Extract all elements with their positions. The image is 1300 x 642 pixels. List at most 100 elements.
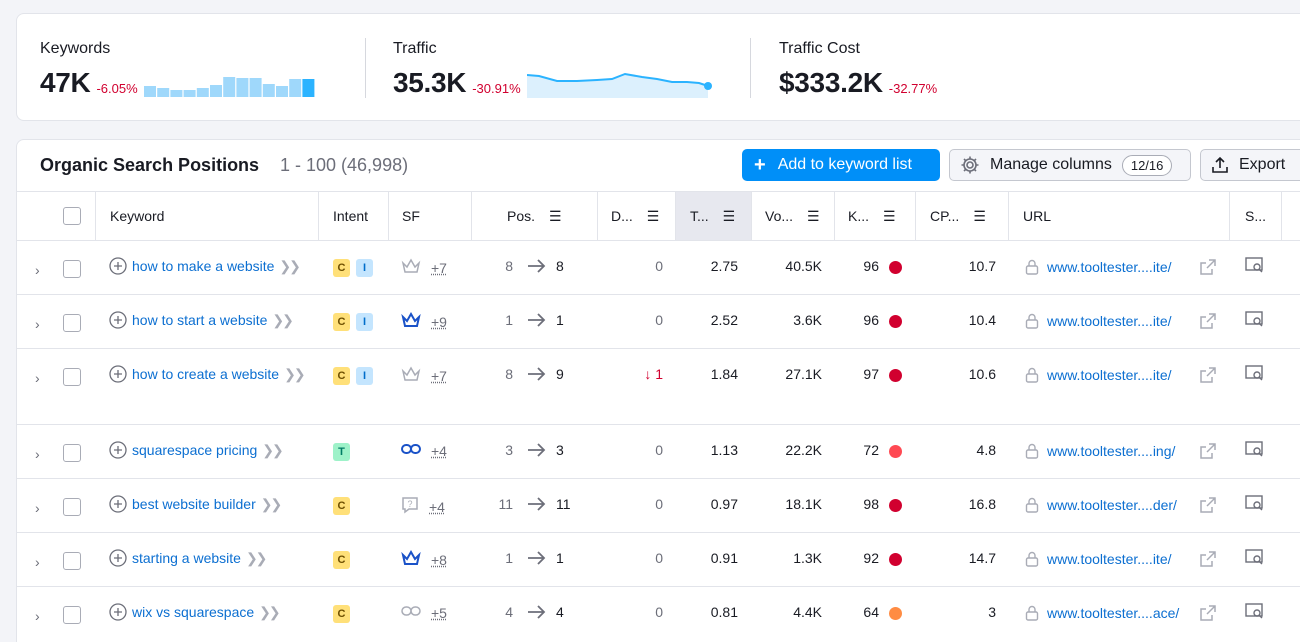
keyword-link[interactable]: best website builder ❯❯ [132,493,283,516]
table-row[interactable]: › starting a website ❯❯ C +8 1 1 0 0.91 1.3K 9… [17,532,1300,586]
keyword-cell[interactable]: how to create a website ❯❯ [109,363,309,386]
header-volume[interactable]: Vo... ☰ [765,192,820,240]
expand-chevron-icon[interactable]: › [35,446,40,462]
keyword-cell[interactable]: how to make a website ❯❯ [109,255,309,278]
row-checkbox[interactable] [63,314,81,332]
serp-features[interactable]: ? +4 [401,496,445,517]
double-chevron-icon[interactable]: ❯❯ [259,604,281,620]
double-chevron-icon[interactable]: ❯❯ [260,496,283,512]
manage-columns-button[interactable]: Manage columns 12/16 [949,149,1191,181]
table-row[interactable]: › squarespace pricing ❯❯ T +4 3 3 0 1.13 22.2… [17,424,1300,478]
external-link-icon[interactable] [1199,442,1217,460]
traffic-metric[interactable]: Traffic 35.3K -30.91% [393,40,713,98]
sf-more-link[interactable]: +4 [431,442,447,459]
serp-snapshot-icon[interactable] [1245,549,1265,567]
sf-more-link[interactable]: +9 [431,313,447,330]
keyword-link[interactable]: how to make a website ❯❯ [132,255,301,278]
keyword-cell[interactable]: best website builder ❯❯ [109,493,309,516]
external-link-icon[interactable] [1199,496,1217,514]
expand-chevron-icon[interactable]: › [35,500,40,516]
url-cell[interactable]: www.tooltester....ace/ [1025,605,1179,621]
header-diff[interactable]: D... ☰ [611,192,659,240]
keyword-cell[interactable]: wix vs squarespace ❯❯ [109,601,309,624]
url-cell[interactable]: www.tooltester....ite/ [1025,259,1172,275]
serp-snapshot-icon[interactable] [1245,441,1265,459]
url-link[interactable]: www.tooltester....ite/ [1047,313,1172,329]
expand-chevron-icon[interactable]: › [35,262,40,278]
keyword-cell[interactable]: starting a website ❯❯ [109,547,309,570]
external-link-icon[interactable] [1199,258,1217,276]
url-cell[interactable]: www.tooltester....ite/ [1025,313,1172,329]
expand-chevron-icon[interactable]: › [35,316,40,332]
add-circle-icon[interactable] [109,311,127,329]
serp-features[interactable]: +7 [401,258,447,277]
header-url[interactable]: URL [1023,208,1052,224]
serp-features[interactable]: +7 [401,366,447,385]
keyword-cell[interactable]: how to start a website ❯❯ [109,309,309,332]
serp-features[interactable]: +4 [401,442,447,459]
sf-more-link[interactable]: +7 [431,259,447,276]
external-link-icon[interactable] [1199,312,1217,330]
url-cell[interactable]: www.tooltester....ing/ [1025,443,1175,459]
url-link[interactable]: www.tooltester....ace/ [1047,605,1180,621]
double-chevron-icon[interactable]: ❯❯ [245,550,268,566]
keyword-link[interactable]: how to start a website ❯❯ [132,309,294,332]
serp-features[interactable]: +8 [401,549,447,569]
row-checkbox[interactable] [63,606,81,624]
url-link[interactable]: www.tooltester....ing/ [1047,443,1176,459]
serp-snapshot-icon[interactable] [1245,495,1265,513]
header-serp[interactable]: S... [1245,208,1267,224]
header-intent[interactable]: Intent [333,208,369,224]
intent-badge[interactable]: I [356,367,373,385]
header-cpc[interactable]: CP... ☰ [930,192,986,240]
intent-badge[interactable]: C [333,313,350,331]
serp-snapshot-icon[interactable] [1245,257,1265,275]
keyword-link[interactable]: squarespace pricing ❯❯ [132,439,284,462]
export-button[interactable]: Export [1200,149,1300,181]
serp-snapshot-icon[interactable] [1245,311,1265,329]
intent-badge[interactable]: C [333,551,350,569]
external-link-icon[interactable] [1199,550,1217,568]
url-link[interactable]: www.tooltester....ite/ [1047,551,1172,567]
url-link[interactable]: www.tooltester....ite/ [1047,259,1172,275]
url-link[interactable]: www.tooltester....ite/ [1047,367,1172,383]
expand-chevron-icon[interactable]: › [35,554,40,570]
serp-snapshot-icon[interactable] [1245,603,1265,621]
sf-more-link[interactable]: +4 [429,498,445,515]
add-circle-icon[interactable] [109,365,127,383]
table-row[interactable]: › wix vs squarespace ❯❯ C +5 4 4 0 0.81 4.4K 6… [17,586,1300,640]
double-chevron-icon[interactable]: ❯❯ [279,258,301,274]
double-chevron-icon[interactable]: ❯❯ [284,366,306,382]
serp-snapshot-icon[interactable] [1245,365,1265,383]
sf-more-link[interactable]: +8 [431,551,447,568]
intent-badge[interactable]: C [333,497,350,515]
add-circle-icon[interactable] [109,441,127,459]
double-chevron-icon[interactable]: ❯❯ [272,312,294,328]
keyword-link[interactable]: how to create a website ❯❯ [132,363,306,386]
url-cell[interactable]: www.tooltester....ite/ [1025,367,1172,383]
row-checkbox[interactable] [63,552,81,570]
intent-badge[interactable]: T [333,443,350,461]
serp-features[interactable]: +9 [401,311,447,331]
table-row[interactable]: › best website builder ❯❯ C ? +4 11 11 0 0.9… [17,478,1300,532]
row-checkbox[interactable] [63,498,81,516]
add-to-keyword-list-button[interactable]: + Add to keyword list [742,149,940,181]
intent-badge[interactable]: C [333,605,350,623]
intent-badge[interactable]: C [333,259,350,277]
header-pos[interactable]: Pos. ☰ [507,192,562,240]
intent-badge[interactable]: I [356,259,373,277]
add-circle-icon[interactable] [109,257,127,275]
url-cell[interactable]: www.tooltester....der/ [1025,497,1177,513]
header-kd[interactable]: K... ☰ [848,192,896,240]
external-link-icon[interactable] [1199,604,1217,622]
keyword-cell[interactable]: squarespace pricing ❯❯ [109,439,309,462]
sf-more-link[interactable]: +5 [431,604,447,621]
row-checkbox[interactable] [63,368,81,386]
sf-more-link[interactable]: +7 [431,367,447,384]
serp-features[interactable]: +5 [401,604,447,621]
intent-badge[interactable]: C [333,367,350,385]
expand-chevron-icon[interactable]: › [35,608,40,624]
